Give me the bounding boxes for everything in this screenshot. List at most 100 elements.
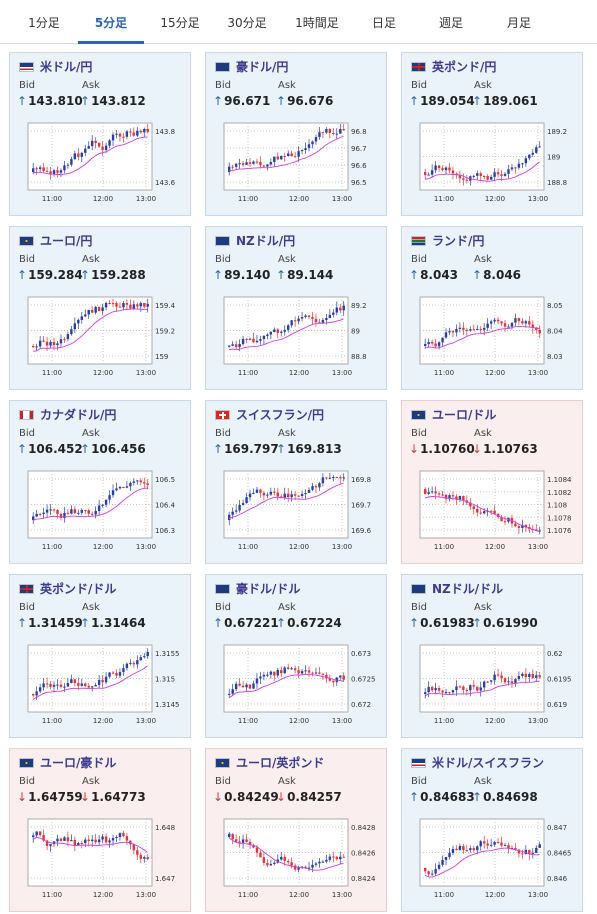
candle-body (455, 686, 458, 691)
rate-card[interactable]: 英ポンド/ドル Bid Ask ↑1.31459 ↑1.31464 1.3155… (9, 574, 191, 738)
up-arrow-icon: ↑ (213, 442, 224, 456)
candle-body (528, 321, 531, 325)
candle-body (146, 483, 149, 486)
candle-body (531, 152, 534, 155)
candle-body (500, 842, 503, 846)
candle-body (538, 844, 541, 848)
tab-1hour[interactable]: 1時間足 (295, 16, 339, 30)
rate-card[interactable]: カナダドル/円 Bid Ask ↑106.452 ↑106.456 106.5 1… (9, 400, 191, 564)
pair-name[interactable]: スイスフラン/円 (236, 408, 325, 422)
rate-card[interactable]: 米ドル/円 Bid Ask ↑143.810 ↑143.812 143.8 143… (9, 52, 191, 216)
tab-monthly[interactable]: 月足 (506, 16, 531, 30)
candle-body (248, 684, 252, 689)
candle-body (444, 692, 448, 694)
y-tick-label: 96.8 (351, 128, 367, 136)
pair-name[interactable]: ユーロ/ドル (432, 408, 497, 422)
y-tick-label: 1.648 (155, 824, 175, 832)
rate-card[interactable]: 英ポンド/円 Bid Ask ↑189.054 ↑189.061 189.2 18… (401, 52, 583, 216)
candle-body (514, 679, 517, 683)
pair-title[interactable]: NZドル/ドル (411, 580, 503, 598)
pair-title[interactable]: 米ドル/円 (19, 58, 92, 76)
candle-body (437, 493, 441, 495)
pair-name[interactable]: ユーロ/円 (40, 234, 93, 248)
pair-name[interactable]: NZドル/ドル (432, 582, 504, 596)
candle-body (455, 848, 458, 851)
flag-icon (19, 236, 34, 246)
tab-1min[interactable]: 1分足 (28, 16, 60, 30)
rate-card[interactable]: スイスフラン/円 Bid Ask ↑169.797 ↑169.813 169.8… (205, 400, 387, 564)
plot-area (419, 296, 545, 365)
pair-name[interactable]: ランド/円 (432, 234, 485, 248)
pair-name[interactable]: 英ポンド/ドル (40, 582, 117, 596)
pair-title[interactable]: 米ドル/スイスフラン (411, 754, 544, 772)
candle-body (111, 838, 115, 841)
pair-title[interactable]: 英ポンド/ドル (19, 580, 116, 598)
pair-name[interactable]: 豪ドル/円 (236, 60, 289, 74)
bid-price: ↑169.797 (213, 442, 279, 456)
candle-body (325, 859, 328, 862)
candle-body (122, 833, 125, 837)
candle-body (507, 681, 510, 683)
candle-body (479, 173, 482, 176)
candle-body (80, 316, 83, 320)
pair-name[interactable]: 英ポンド/円 (432, 60, 497, 74)
pair-name[interactable]: NZドル/円 (236, 234, 296, 248)
candle-body (136, 480, 139, 482)
plot-area (223, 122, 349, 191)
ask-value: 0.84257 (287, 790, 342, 804)
rate-card[interactable]: ユーロ/ドル Bid Ask ↓1.10760 ↓1.10763 1.1084 1… (401, 400, 583, 564)
candle-body (97, 839, 101, 843)
y-tick-label: 96.7 (351, 145, 367, 153)
moving-average-line (424, 496, 540, 533)
x-tick-label: 12:00 (485, 195, 505, 203)
rate-card[interactable]: NZドル/円 Bid Ask ↑89.140 ↑89.144 89.2 89 88.… (205, 226, 387, 390)
y-tick-label: 96.6 (351, 162, 367, 170)
pair-title[interactable]: NZドル/円 (215, 232, 295, 250)
candle-body (146, 303, 149, 307)
candle-body (524, 849, 528, 854)
pair-title[interactable]: 英ポンド/円 (411, 58, 496, 76)
rate-card[interactable]: ユーロ/豪ドル Bid Ask ↓1.64759 ↓1.64773 1.648 1… (9, 748, 191, 912)
tab-15min[interactable]: 15分足 (160, 16, 200, 30)
pair-name[interactable]: ユーロ/英ポンド (236, 756, 325, 770)
price-chart: 143.8 143.6 11:00 12:00 13:00 (27, 122, 176, 203)
candle-body (496, 674, 500, 676)
candle-body (332, 133, 335, 135)
candle-body (146, 651, 149, 657)
rate-card[interactable]: ユーロ/英ポンド Bid Ask ↓0.84249 ↓0.84257 0.842… (205, 748, 387, 912)
tab-5min[interactable]: 5分足 (78, 0, 144, 44)
rate-card[interactable]: ユーロ/円 Bid Ask ↑159.284 ↑159.288 159.4 159… (9, 226, 191, 390)
rate-card[interactable]: 豪ドル/円 Bid Ask ↑96.671 ↑96.676 96.8 96.7 96… (205, 52, 387, 216)
rate-card[interactable]: 豪ドル/ドル Bid Ask ↑0.67221 ↑0.67224 0.673 0.… (205, 574, 387, 738)
pair-title[interactable]: 豪ドル/ドル (215, 580, 300, 598)
candle-body (136, 130, 139, 136)
candle-body (66, 837, 70, 842)
pair-name[interactable]: カナダドル/円 (40, 408, 117, 422)
pair-title[interactable]: カナダドル/円 (19, 406, 116, 424)
pair-title[interactable]: ユーロ/円 (19, 232, 92, 250)
rate-card[interactable]: NZドル/ドル Bid Ask ↑0.61983 ↑0.61990 0.62 0.… (401, 574, 583, 738)
rate-card[interactable]: ランド/円 Bid Ask ↑8.043 ↑8.046 8.05 8.04 8.03… (401, 226, 583, 390)
pair-title[interactable]: 豪ドル/円 (215, 58, 288, 76)
pair-title[interactable]: ユーロ/ドル (411, 406, 496, 424)
ask-value: 159.288 (91, 268, 146, 282)
pair-title[interactable]: ユーロ/豪ドル (19, 754, 116, 772)
candle-body (444, 494, 448, 499)
candle-body (280, 496, 283, 498)
rate-card[interactable]: 米ドル/スイスフラン Bid Ask ↑0.84683 ↑0.84698 0.8… (401, 748, 583, 912)
candle-body (231, 689, 234, 694)
pair-title[interactable]: スイスフラン/円 (215, 406, 324, 424)
pair-title[interactable]: ランド/円 (411, 232, 484, 250)
tab-daily[interactable]: 日足 (371, 16, 396, 30)
pair-name[interactable]: ユーロ/豪ドル (40, 756, 117, 770)
pair-name[interactable]: 米ドル/スイスフラン (432, 756, 545, 770)
candle-body (94, 140, 97, 143)
pair-name[interactable]: 豪ドル/ドル (236, 582, 301, 596)
pair-name[interactable]: 米ドル/円 (40, 60, 93, 74)
tab-30min[interactable]: 30分足 (227, 16, 267, 30)
candle-body (101, 146, 104, 150)
candle-body (528, 674, 531, 677)
pair-title[interactable]: ユーロ/英ポンド (215, 754, 324, 772)
candle-body (493, 510, 496, 514)
tab-weekly[interactable]: 週足 (438, 16, 463, 30)
